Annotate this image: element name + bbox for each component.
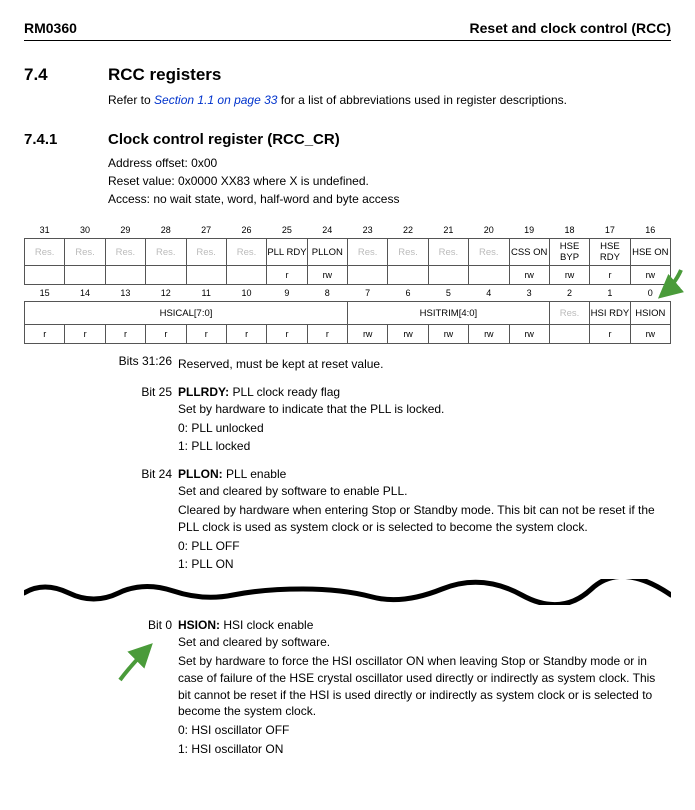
tear-divider <box>24 579 671 608</box>
bit-descriptions: Bits 31:26 Reserved, must be kept at res… <box>108 354 671 575</box>
bit-31-26-label: Bits 31:26 <box>108 354 178 375</box>
bit-access-low: rrrr rrrr rwrwrwrw rwrrw <box>25 325 671 344</box>
doc-title: Reset and clock control (RCC) <box>470 20 671 36</box>
section-title: RCC registers <box>108 65 221 85</box>
bit-25-label: Bit 25 <box>108 385 178 457</box>
refer-text: Refer to Section 1.1 on page 33 for a li… <box>108 93 671 107</box>
bit-access-high: rrw rwrwrrw <box>25 266 671 285</box>
bit-25-name: PLLRDY: <box>178 385 229 399</box>
bit-24-label: Bit 24 <box>108 467 178 575</box>
subsection-number: 7.4.1 <box>24 131 108 148</box>
bit-0-block: Bit 0 HSION: HSI clock enable Set and cl… <box>108 618 671 760</box>
section-number: 7.4 <box>24 65 108 85</box>
meta-access: Access: no wait state, word, half-word a… <box>108 192 671 206</box>
meta-reset: Reset value: 0x0000 XX83 where X is unde… <box>108 174 671 188</box>
bit-numbers-high: 31302928 27262524 23222120 19181716 <box>25 222 671 239</box>
bit-31-26-text: Reserved, must be kept at reset value. <box>178 356 671 373</box>
bit-0-label: Bit 0 <box>108 618 178 760</box>
bit-0-name: HSION: <box>178 618 220 632</box>
section-link[interactable]: Section 1.1 on page 33 <box>154 93 277 107</box>
meta-offset: Address offset: 0x00 <box>108 156 671 170</box>
doc-id: RM0360 <box>24 20 77 36</box>
bit-names-low: HSICAL[7:0] HSITRIM[4:0] Res. HSI RDY HS… <box>25 302 671 325</box>
subsection-title: Clock control register (RCC_CR) <box>108 131 340 148</box>
register-table: 31302928 27262524 23222120 19181716 Res.… <box>24 222 671 344</box>
register-meta: Address offset: 0x00 Reset value: 0x0000… <box>108 156 671 206</box>
doc-header: RM0360 Reset and clock control (RCC) <box>24 20 671 41</box>
subsection-heading: 7.4.1 Clock control register (RCC_CR) <box>24 131 671 148</box>
bit-24-name: PLLON: <box>178 467 223 481</box>
bit-numbers-low: 15141312 111098 7654 3210 <box>25 285 671 302</box>
section-heading: 7.4 RCC registers <box>24 65 671 85</box>
bit-names-high: Res.Res.Res.Res. Res.Res.PLL RDYPLLON Re… <box>25 239 671 266</box>
